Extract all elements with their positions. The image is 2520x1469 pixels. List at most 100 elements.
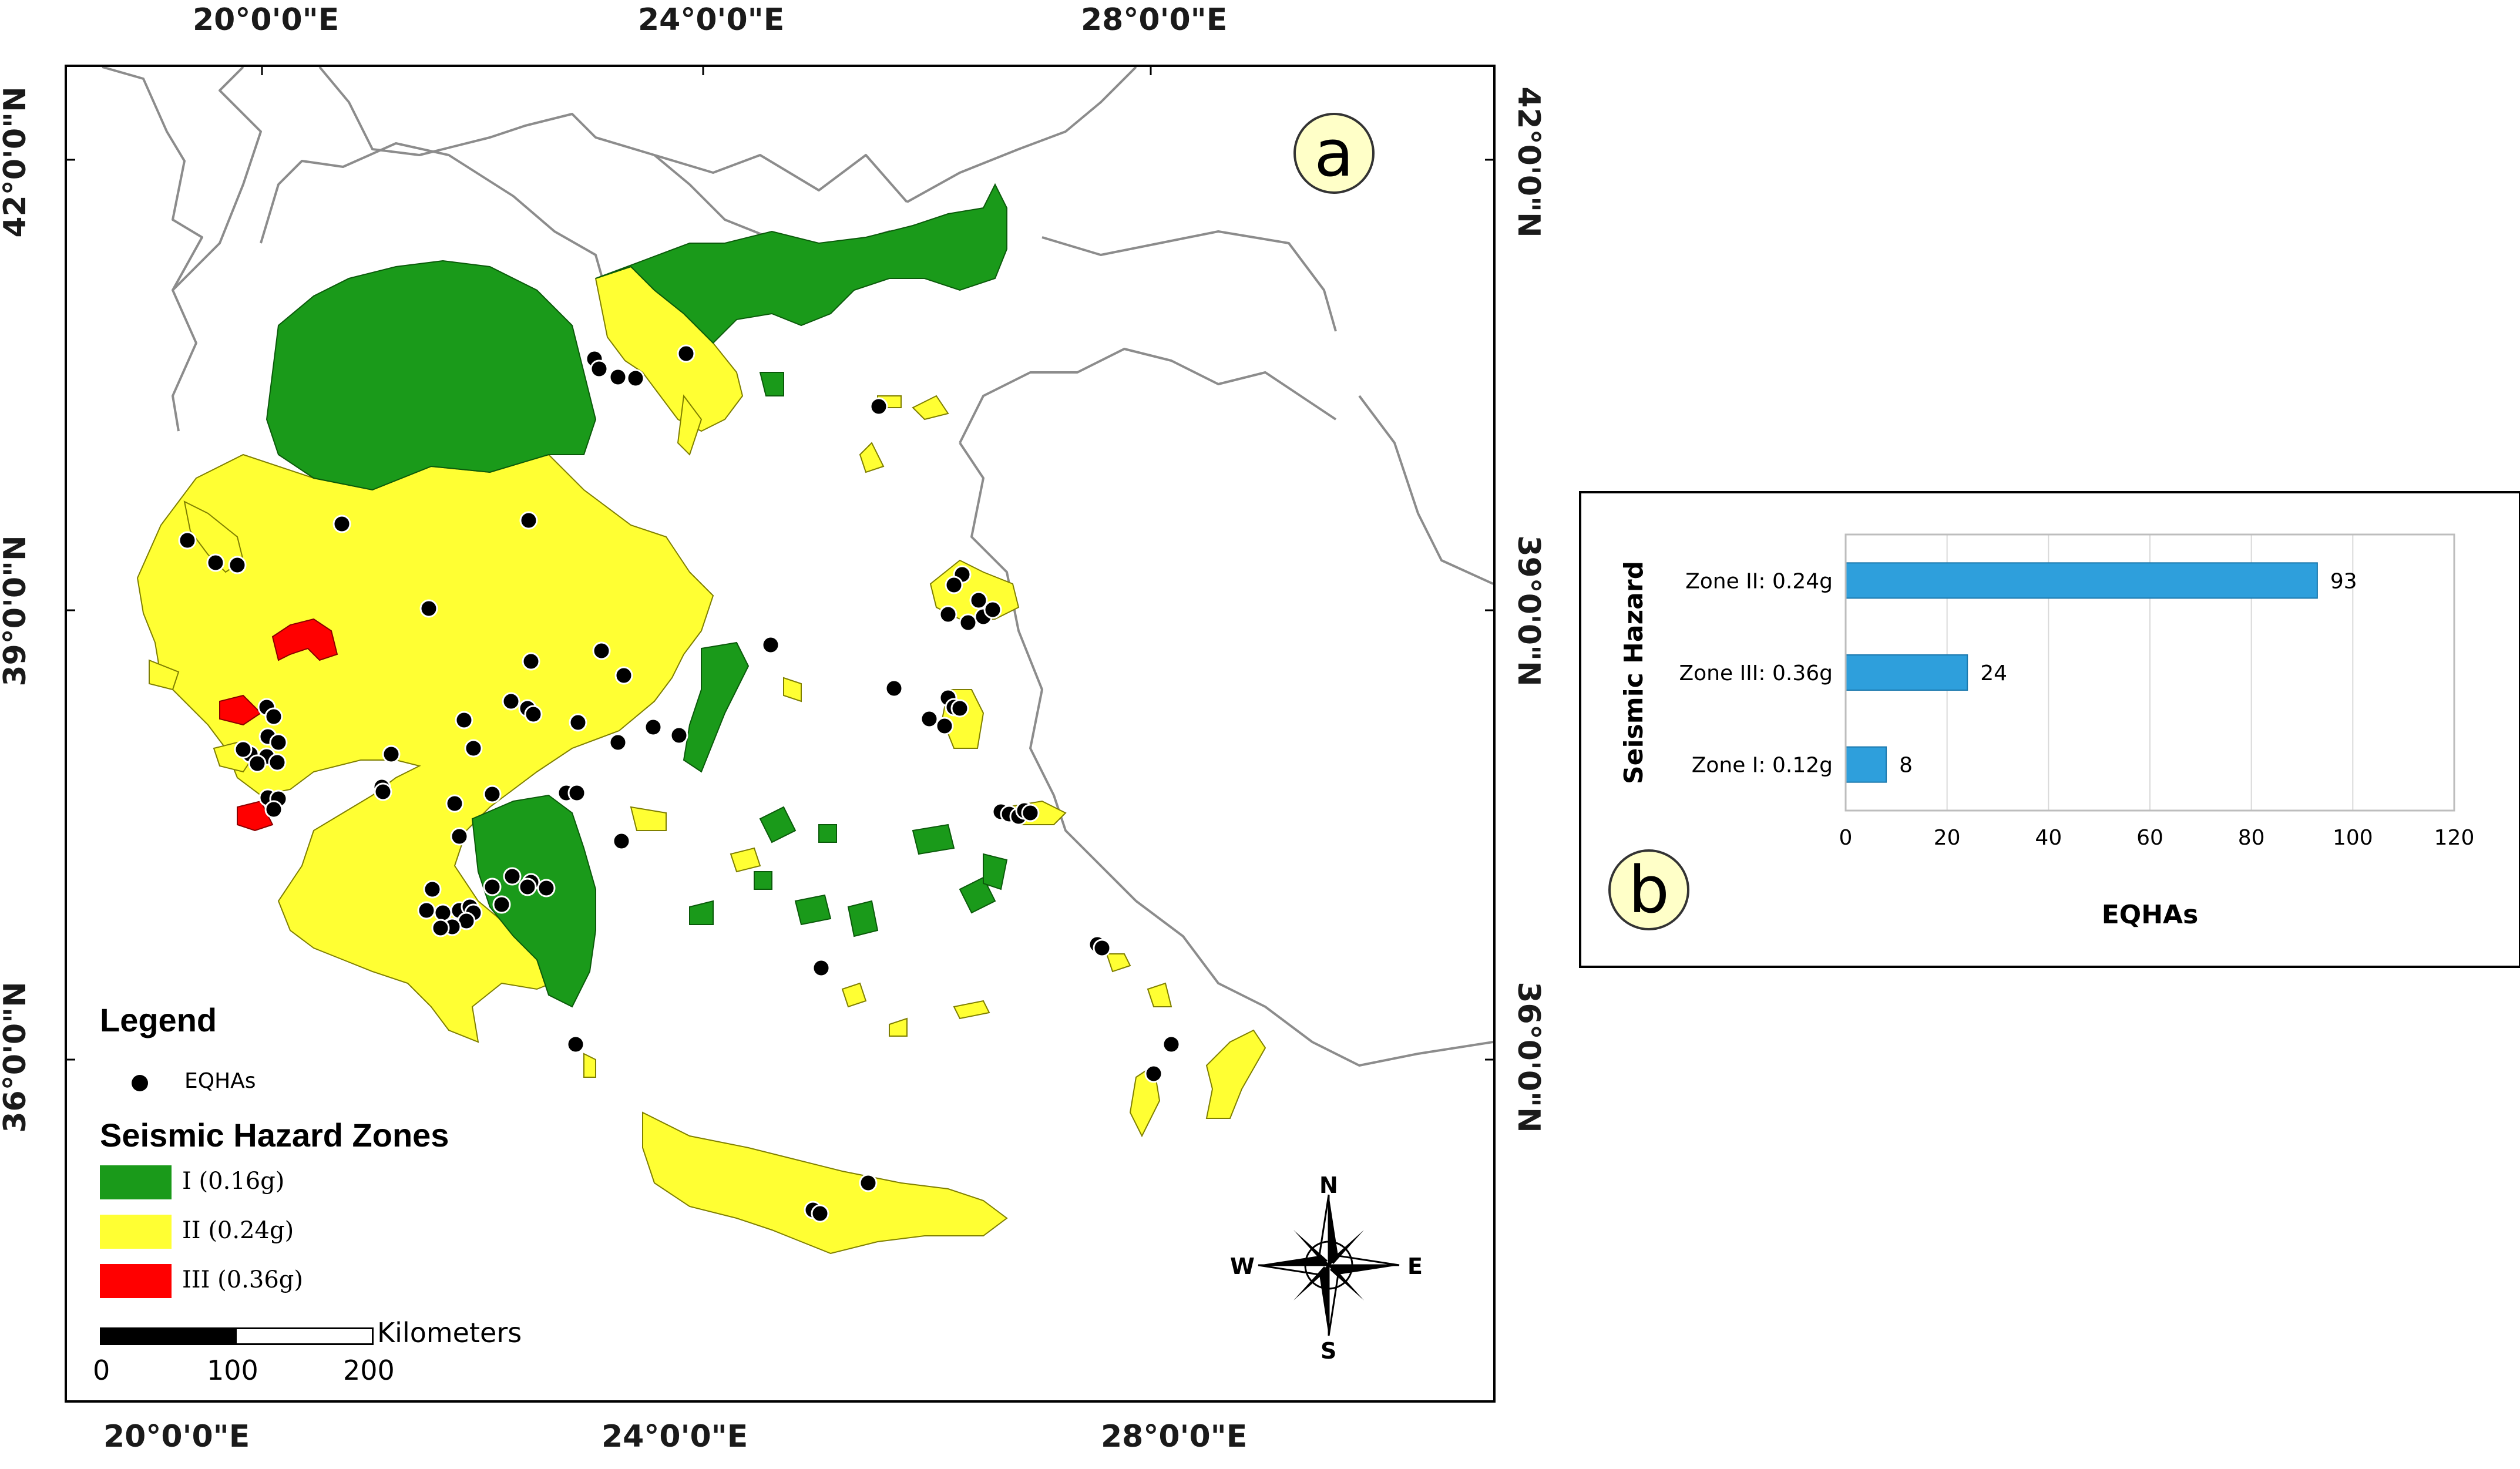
scale-tick-200: 200 — [343, 1354, 395, 1386]
eqha-point — [269, 733, 288, 752]
north-arrow-e: E — [1407, 1253, 1423, 1279]
category-label: Zone III: 0.36g — [1679, 661, 1833, 685]
eqha-point — [450, 827, 469, 846]
eqha-point — [644, 718, 663, 737]
eqha-point — [503, 867, 522, 886]
panel-label-b: b — [1608, 849, 1689, 930]
border-marmara — [1041, 230, 1337, 332]
panel-label-a: a — [1293, 113, 1375, 194]
x-tick-label: 100 — [2333, 826, 2373, 850]
eqha-point — [492, 895, 511, 914]
north-arrow-n: N — [1319, 1172, 1338, 1198]
north-arrow-icon — [1258, 1194, 1400, 1336]
lat-label-right-39: 39°0'0"N — [1511, 535, 1546, 687]
graticule-ticks — [67, 67, 1493, 1061]
eqha-point — [983, 600, 1002, 619]
bar — [1845, 654, 1968, 691]
chart-labels: 0 20 40 60 80 100 120 Zone II: 0.24g 93 Zone III:… — [1679, 569, 2474, 850]
eqha-points — [178, 344, 1181, 1223]
lon-label-top-20: 20°0'0"E — [193, 2, 340, 38]
eqha-point — [1021, 804, 1040, 822]
chart-xlabel: EQHAs — [2102, 900, 2199, 930]
lon-label-top-28: 28°0'0"E — [1081, 2, 1228, 38]
eqha-point — [670, 726, 688, 745]
legend-swatch-zone-ii — [100, 1215, 172, 1249]
eqha-point — [264, 800, 283, 819]
eqha-point — [264, 707, 283, 726]
category-label: Zone I: 0.12g — [1692, 754, 1833, 778]
lat-label-right-42: 42°0'0"N — [1511, 86, 1546, 238]
eqha-point — [811, 1204, 829, 1223]
bar-value-label: 24 — [1980, 661, 2007, 685]
eqha-point — [950, 699, 969, 718]
eqha-point — [483, 878, 502, 896]
border-turkey-interior — [1358, 395, 1493, 585]
eqha-bar-chart: 0 20 40 60 80 100 120 Zone II: 0.24g 93 Zone III:… — [1619, 533, 2474, 930]
eqha-point — [626, 369, 645, 388]
legend-title: Legend — [100, 1001, 217, 1038]
eqha-point — [518, 878, 537, 896]
x-tick-label: 40 — [2035, 826, 2062, 850]
chart-ylabel: Seismic Hazard — [1619, 561, 1649, 784]
eqha-point — [677, 344, 695, 363]
border-montenegro — [172, 67, 262, 291]
bar — [1845, 562, 2318, 599]
eqha-point — [614, 666, 633, 685]
x-tick-label: 80 — [2238, 826, 2265, 850]
eqha-point — [939, 605, 957, 624]
x-tick-label: 60 — [2136, 826, 2163, 850]
legend-label-zone-iii: III (0.36g) — [182, 1266, 303, 1293]
eqha-point — [592, 641, 611, 660]
x-tick-label: 120 — [2434, 826, 2475, 850]
eqha-point — [569, 713, 587, 732]
eqha-point — [483, 785, 502, 804]
scale-tick-0: 0 — [93, 1354, 110, 1386]
eqha-point — [268, 753, 287, 772]
lat-label-left-42: 42°0'0"N — [0, 86, 33, 238]
eqha-point — [423, 880, 442, 899]
eqha-point — [612, 832, 631, 851]
eqha-point — [590, 359, 609, 378]
eqha-point — [969, 591, 988, 610]
eqha-point — [812, 959, 831, 977]
border-serbia-bulgaria — [318, 67, 908, 203]
north-arrow-w: W — [1230, 1253, 1255, 1279]
legend-label-zone-ii: II (0.24g) — [182, 1217, 294, 1244]
chart-box: 0 20 40 60 80 100 120 Zone II: 0.24g 93 Zone III:… — [1579, 491, 2520, 968]
legend-swatch-zone-iii — [100, 1264, 172, 1298]
eqha-point — [332, 515, 351, 533]
map-frame: a Legend EQHAs Seismic Hazard Zones I (0… — [65, 65, 1496, 1403]
eqha-point — [609, 368, 627, 386]
bar — [1845, 746, 1887, 783]
eqha-point — [1093, 939, 1111, 957]
eqha-point — [609, 733, 627, 752]
scale-unit: Kilometers — [377, 1317, 522, 1349]
eqha-point — [206, 553, 225, 572]
eqha-point — [417, 901, 436, 920]
eqha-point — [228, 556, 247, 574]
scale-bar — [100, 1327, 374, 1345]
eqha-point — [1144, 1064, 1163, 1083]
x-tick-label: 20 — [1934, 826, 1961, 850]
border-turkey-west-coast — [959, 442, 1493, 1067]
zone-i-green — [266, 183, 1008, 1008]
lat-label-left-36: 36°0'0"N — [0, 981, 33, 1133]
bar-value-label: 8 — [1899, 754, 1913, 778]
border-macedonia — [260, 142, 609, 297]
eqha-point — [374, 782, 392, 801]
eqha-point — [920, 710, 939, 728]
border-black-sea — [906, 67, 1137, 203]
eqha-point — [248, 754, 267, 773]
legend-eqha-label: EQHAs — [184, 1069, 256, 1093]
eqha-point — [524, 705, 543, 724]
eqha-point — [869, 397, 888, 416]
eqha-point — [519, 511, 538, 530]
lat-label-left-39: 39°0'0"N — [0, 535, 33, 687]
scale-tick-100: 100 — [207, 1354, 258, 1386]
zone-ii-yellow — [136, 265, 1266, 1255]
eqha-point — [419, 599, 438, 618]
eqha-point — [935, 717, 954, 735]
eqha-point — [945, 576, 963, 594]
eqha-point — [959, 613, 977, 632]
category-label: Zone II: 0.24g — [1685, 569, 1833, 593]
